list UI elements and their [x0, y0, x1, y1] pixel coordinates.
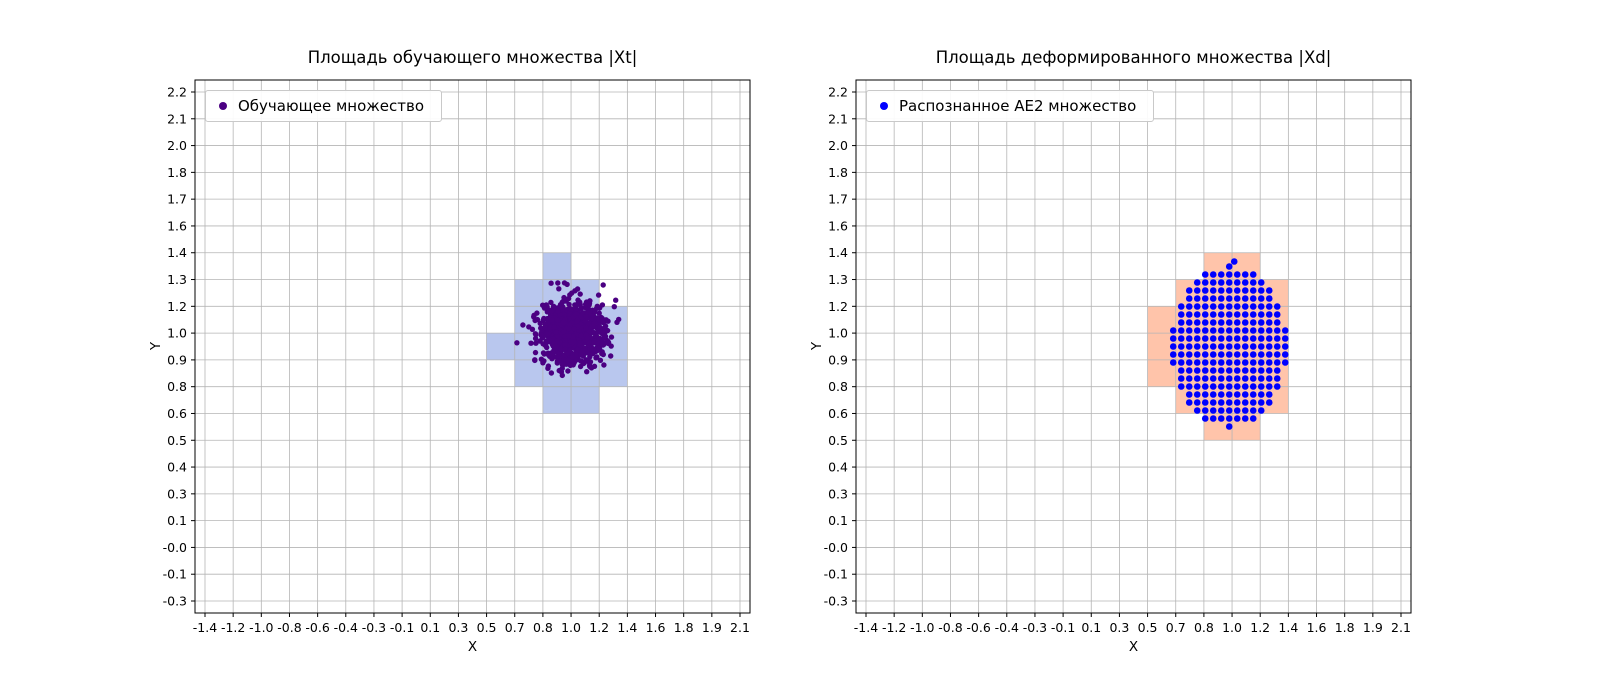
- svg-text:-1.0: -1.0: [910, 620, 934, 635]
- svg-text:1.8: 1.8: [1335, 620, 1355, 635]
- svg-text:0.1: 0.1: [1081, 620, 1101, 635]
- svg-text:1.9: 1.9: [702, 620, 722, 635]
- svg-text:0.1: 0.1: [167, 513, 187, 528]
- svg-text:1.4: 1.4: [828, 245, 848, 260]
- svg-text:2.1: 2.1: [167, 111, 187, 126]
- svg-text:0.9: 0.9: [167, 352, 187, 367]
- svg-text:0.8: 0.8: [533, 620, 553, 635]
- svg-text:-0.6: -0.6: [305, 620, 329, 635]
- svg-text:1.0: 1.0: [167, 326, 187, 341]
- svg-text:-1.0: -1.0: [249, 620, 273, 635]
- svg-text:-0.0: -0.0: [824, 540, 848, 555]
- svg-text:1.2: 1.2: [589, 620, 609, 635]
- svg-text:0.1: 0.1: [420, 620, 440, 635]
- svg-text:1.2: 1.2: [1250, 620, 1270, 635]
- svg-text:-0.6: -0.6: [966, 620, 990, 635]
- svg-text:0.7: 0.7: [505, 620, 525, 635]
- svg-text:2.1: 2.1: [730, 620, 750, 635]
- y-axis-label: Y: [809, 341, 826, 351]
- svg-text:1.0: 1.0: [828, 326, 848, 341]
- svg-text:0.5: 0.5: [477, 620, 497, 635]
- svg-text:0.1: 0.1: [828, 513, 848, 528]
- svg-text:0.4: 0.4: [167, 460, 187, 475]
- svg-text:1.0: 1.0: [561, 620, 581, 635]
- svg-text:0.8: 0.8: [1194, 620, 1214, 635]
- svg-text:-0.3: -0.3: [163, 594, 187, 609]
- svg-text:0.9: 0.9: [828, 352, 848, 367]
- svg-text:1.8: 1.8: [674, 620, 694, 635]
- svg-text:0.3: 0.3: [448, 620, 468, 635]
- svg-text:1.8: 1.8: [828, 165, 848, 180]
- svg-text:2.1: 2.1: [828, 111, 848, 126]
- svg-text:0.3: 0.3: [167, 486, 187, 501]
- legend-label: Распознанное AE2 множество: [899, 97, 1137, 115]
- svg-text:-0.1: -0.1: [824, 567, 848, 582]
- svg-text:0.3: 0.3: [1109, 620, 1129, 635]
- svg-text:-0.8: -0.8: [277, 620, 301, 635]
- svg-text:1.8: 1.8: [167, 165, 187, 180]
- x-axis-label: X: [467, 639, 478, 655]
- svg-text:-0.1: -0.1: [390, 620, 414, 635]
- svg-text:1.2: 1.2: [828, 299, 848, 314]
- svg-text:2.0: 2.0: [828, 138, 848, 153]
- svg-text:0.4: 0.4: [828, 460, 848, 475]
- svg-text:0.8: 0.8: [828, 379, 848, 394]
- figure-title: Площадь обучающего множества |Xt|: [307, 48, 638, 67]
- svg-text:0.7: 0.7: [1166, 620, 1186, 635]
- svg-text:1.6: 1.6: [646, 620, 666, 635]
- legend-marker-dot: [880, 102, 888, 110]
- svg-text:0.8: 0.8: [167, 379, 187, 394]
- svg-text:1.9: 1.9: [1363, 620, 1383, 635]
- legend-label: Обучающее множество: [238, 97, 425, 115]
- training-set-plot: -1.4 -0.3 -1.2 -0.1 -1.0 -0.0 -0.8 0.1 -0.6 0.3 -0…: [163, 79, 751, 635]
- svg-text:1.7: 1.7: [828, 192, 848, 207]
- svg-text:-0.1: -0.1: [163, 567, 187, 582]
- legend: Обучающее множество: [205, 90, 443, 122]
- svg-text:-1.4: -1.4: [193, 620, 217, 635]
- legend: Распознанное AE2 множество: [866, 90, 1155, 122]
- svg-text:2.0: 2.0: [167, 138, 187, 153]
- svg-text:1.4: 1.4: [167, 245, 187, 260]
- deformed-set-plot: -1.4 -0.3 -1.2 -0.1 -1.0 -0.0 -0.8 0.1 -0.6 0.3 -0…: [824, 79, 1412, 635]
- svg-text:0.5: 0.5: [828, 433, 848, 448]
- svg-text:0.6: 0.6: [828, 406, 848, 421]
- svg-text:-0.4: -0.4: [995, 620, 1019, 635]
- svg-text:-1.2: -1.2: [221, 620, 245, 635]
- svg-text:0.5: 0.5: [1138, 620, 1158, 635]
- svg-text:-0.3: -0.3: [362, 620, 386, 635]
- svg-text:0.3: 0.3: [828, 486, 848, 501]
- x-axis-label: X: [1128, 639, 1139, 655]
- svg-text:-0.3: -0.3: [1023, 620, 1047, 635]
- svg-text:-1.2: -1.2: [882, 620, 906, 635]
- svg-text:0.6: 0.6: [167, 406, 187, 421]
- svg-text:1.0: 1.0: [1222, 620, 1242, 635]
- svg-text:0.5: 0.5: [167, 433, 187, 448]
- svg-text:1.4: 1.4: [1278, 620, 1298, 635]
- svg-text:1.6: 1.6: [1307, 620, 1327, 635]
- svg-text:1.3: 1.3: [167, 272, 187, 287]
- svg-text:-0.1: -0.1: [1051, 620, 1075, 635]
- svg-text:-0.0: -0.0: [163, 540, 187, 555]
- svg-text:2.2: 2.2: [828, 85, 848, 100]
- svg-text:1.7: 1.7: [167, 192, 187, 207]
- svg-text:1.3: 1.3: [828, 272, 848, 287]
- figure-title: Площадь деформированного множества |Xd|: [935, 48, 1332, 67]
- svg-text:-0.3: -0.3: [824, 594, 848, 609]
- svg-text:2.2: 2.2: [167, 85, 187, 100]
- svg-text:-0.8: -0.8: [938, 620, 962, 635]
- svg-text:2.1: 2.1: [1391, 620, 1411, 635]
- y-axis-label: Y: [148, 341, 165, 351]
- svg-text:-0.4: -0.4: [334, 620, 358, 635]
- legend-marker-dot: [219, 102, 227, 110]
- svg-text:1.4: 1.4: [617, 620, 637, 635]
- svg-text:-1.4: -1.4: [854, 620, 878, 635]
- svg-text:1.6: 1.6: [828, 218, 848, 233]
- svg-text:1.6: 1.6: [167, 218, 187, 233]
- svg-text:1.2: 1.2: [167, 299, 187, 314]
